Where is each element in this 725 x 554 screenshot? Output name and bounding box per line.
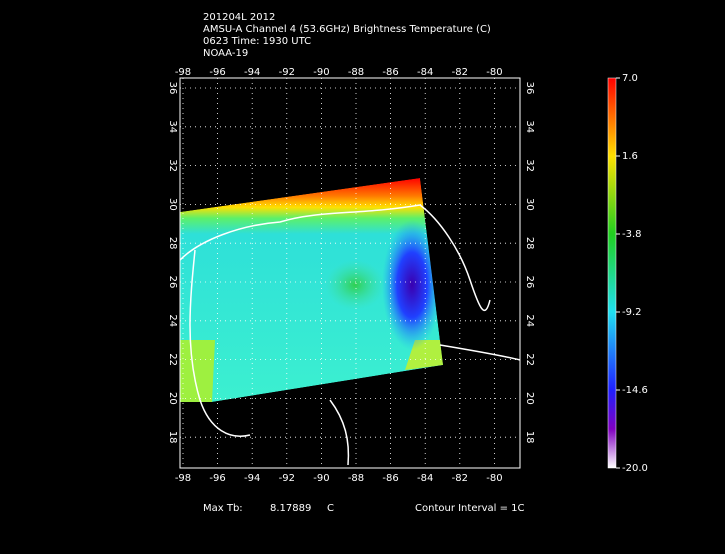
lon-label: -96: [209, 67, 225, 78]
coast-line: [179, 204, 421, 261]
lon-label: -98: [175, 473, 191, 484]
header-line: AMSU-A Channel 4 (53.6GHz) Brightness Te…: [203, 24, 491, 35]
lon-label: -88: [348, 473, 364, 484]
lon-label: -86: [382, 473, 398, 484]
lon-label: -90: [313, 473, 329, 484]
lat-label: 28: [167, 237, 178, 250]
lat-label: 24: [167, 314, 178, 327]
colorbar-label: 1.6: [622, 151, 638, 162]
coastline: [179, 204, 521, 466]
map-frame: [179, 77, 521, 469]
lat-label: 26: [524, 276, 535, 289]
lat-label: 22: [167, 353, 178, 366]
header-line: 0623 Time: 1930 UTC: [203, 36, 311, 47]
colorbar-label: -9.2: [622, 307, 642, 318]
lat-label: 20: [167, 392, 178, 405]
colorbar: [607, 77, 617, 469]
colorbar-label: -3.8: [622, 229, 642, 240]
lat-label: 18: [524, 431, 535, 444]
lon-label: -94: [244, 473, 260, 484]
lon-label: -80: [486, 67, 502, 78]
max-label: Max Tb:: [203, 503, 243, 514]
lat-label: 36: [524, 82, 535, 95]
lat-label: 26: [167, 276, 178, 289]
swath-edge: [180, 340, 215, 402]
colorbar-label: -20.0: [622, 463, 648, 474]
lat-label: 36: [167, 82, 178, 95]
lon-label: -98: [175, 67, 191, 78]
lat-label: 28: [524, 237, 535, 250]
colorbar-label: 7.0: [622, 73, 638, 84]
lat-label: 32: [167, 159, 178, 172]
cold-area: [382, 220, 442, 350]
lat-label: 34: [524, 120, 535, 133]
coast-line: [439, 344, 521, 361]
max-value: 8.17889: [270, 503, 311, 514]
lon-label: -88: [348, 67, 364, 78]
lat-label: 30: [167, 198, 178, 211]
lat-label: 34: [167, 120, 178, 133]
lon-label: -92: [279, 473, 295, 484]
contour-interval: Contour Interval = 1C: [415, 503, 525, 514]
lon-label: -86: [382, 67, 398, 78]
lat-label: 20: [524, 392, 535, 405]
colorbar-label: -14.6: [622, 385, 648, 396]
lat-label: 32: [524, 159, 535, 172]
max-unit: C: [327, 503, 334, 514]
swath-fill: [180, 178, 443, 402]
lon-label: -92: [279, 67, 295, 78]
lat-label: 22: [524, 353, 535, 366]
lon-label: -84: [417, 473, 433, 484]
header-line: NOAA-19: [203, 48, 248, 59]
lon-label: -96: [209, 473, 225, 484]
swath: [180, 178, 443, 402]
lon-label: -82: [452, 67, 468, 78]
lon-label: -84: [417, 67, 433, 78]
lat-label: 18: [167, 431, 178, 444]
coast-line: [189, 249, 251, 437]
coast-line: [419, 204, 491, 312]
lon-label: -82: [452, 473, 468, 484]
lat-label: 30: [524, 198, 535, 211]
warm-area: [325, 260, 385, 310]
lat-label: 24: [524, 314, 535, 327]
lon-label: -80: [486, 473, 502, 484]
lon-label: -94: [244, 67, 260, 78]
lon-label: -90: [313, 67, 329, 78]
coast-line: [329, 399, 350, 466]
header-line: 201204L 2012: [203, 12, 275, 23]
